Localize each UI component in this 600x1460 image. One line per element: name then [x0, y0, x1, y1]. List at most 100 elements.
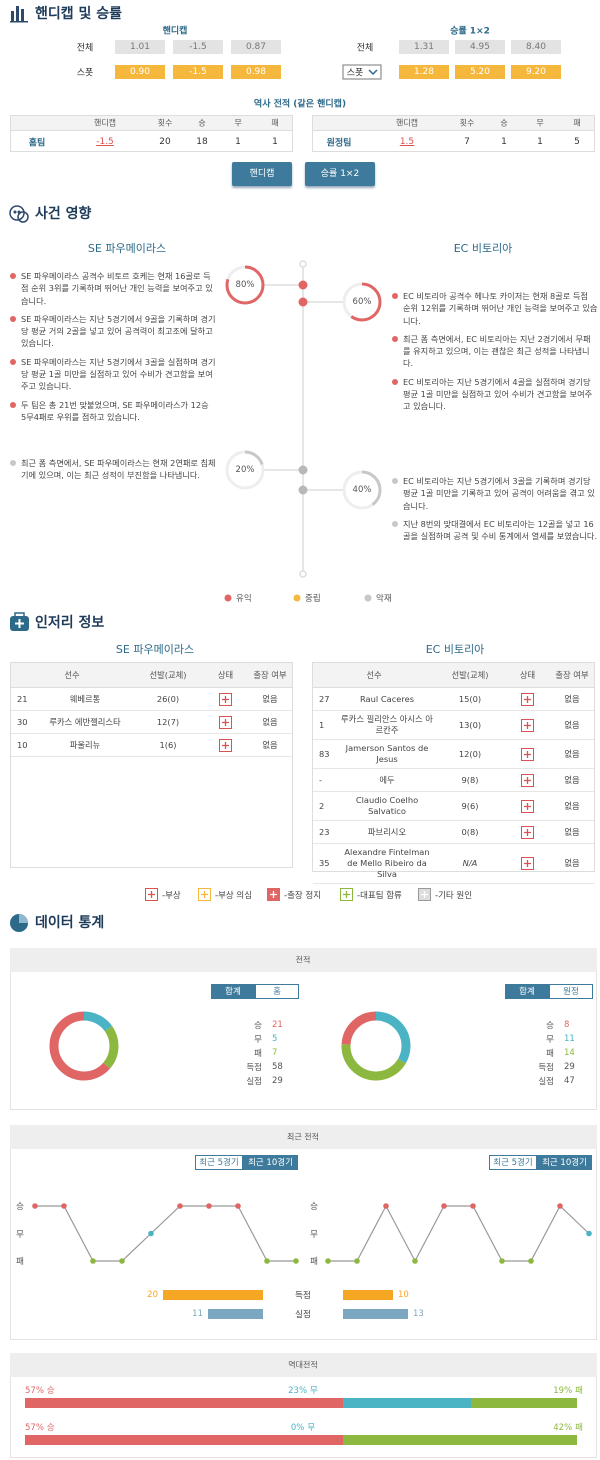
history-title: 역사 전적 (같은 핸디캡): [253, 99, 347, 110]
stat-value: 29: [564, 1062, 575, 1072]
status-icon: [219, 715, 232, 729]
legend-swatch: [364, 594, 372, 602]
stat-label: 득점: [246, 1063, 262, 1073]
form-point: [586, 1230, 592, 1237]
form-point: [470, 1203, 476, 1209]
history-header: 핸디캡: [93, 118, 117, 128]
h2h-label: 23% 무: [288, 1384, 318, 1396]
injury-table: 선수 선발(교체) 상태 출장 여부 27 Raul Caceres 15(0) 없음 1 루카스…: [312, 662, 595, 884]
goals-label: 득점: [295, 1291, 311, 1301]
panel-header: [10, 1125, 597, 1149]
form-point: [441, 1203, 447, 1209]
player-name: 파브리시오: [339, 820, 435, 844]
legend-label: -기타 원인: [435, 891, 473, 901]
tab[interactable]: 최근 5경기: [489, 1155, 537, 1170]
h2h-percent: 57%: [25, 1386, 44, 1396]
history-header: 무: [234, 118, 242, 128]
h2h-segment: [343, 1435, 578, 1445]
stat-label: 무: [546, 1035, 554, 1045]
player-apps: 9(8): [435, 768, 505, 792]
stat-label: 득점: [538, 1063, 554, 1073]
stat-label: 실점: [538, 1077, 554, 1087]
goals-value: 11: [192, 1309, 203, 1319]
gauge-arc: [342, 282, 382, 322]
panel: [10, 948, 597, 1110]
timeline-dots: [298, 280, 308, 495]
tab[interactable]: 최근 10경기: [243, 1155, 298, 1170]
h2h-name: 패: [575, 1423, 583, 1433]
status-icon: [521, 747, 534, 761]
legend-icon: [198, 888, 211, 901]
odds-box: 1.28: [399, 65, 449, 79]
player-available: 없음: [550, 768, 594, 792]
history-cell: 5: [574, 137, 580, 147]
goals-bar: [343, 1309, 408, 1319]
donut-segment: [341, 1011, 411, 1081]
tab[interactable]: 원정: [549, 984, 593, 999]
icon-plus: [421, 891, 428, 898]
odds-box: 0.87: [231, 40, 281, 54]
stat-value: 5: [272, 1034, 278, 1044]
form-point: [325, 1258, 331, 1264]
impact-item: EC 비토리아 공격수 헤나토 카이저는 현재 8골로 득점 순위 12위를 기…: [392, 290, 598, 327]
history-header: 승: [500, 118, 508, 128]
stat-value: 47: [564, 1076, 575, 1086]
h2h-segment: [343, 1398, 472, 1408]
legend-swatch: [224, 594, 232, 602]
tab[interactable]: 최근 5경기: [195, 1155, 243, 1170]
tab[interactable]: 홈: [255, 984, 299, 999]
legend-label: -대표팀 합류: [357, 891, 402, 901]
section-title: 인저리 정보: [35, 615, 105, 631]
h2h-percent: 42%: [553, 1423, 573, 1433]
team-name: SE 파우메이라스: [115, 643, 195, 656]
icon-plus: [270, 891, 277, 898]
tab-button[interactable]: 승률 1×2: [305, 162, 375, 186]
legend-icon: [267, 888, 280, 901]
history-cell: 7: [464, 137, 470, 147]
form-point: [293, 1258, 299, 1264]
icon-pie: [10, 914, 28, 932]
history-cell: 18: [196, 137, 208, 147]
odds-box: 0.98: [231, 65, 281, 79]
tab[interactable]: 합계: [211, 984, 255, 999]
spot-select: [342, 64, 382, 80]
odds-box: 5.20: [455, 65, 505, 79]
player-apps: 15(0): [435, 687, 505, 711]
gauge-arc: [342, 470, 382, 510]
bullet: [392, 335, 398, 342]
player-row: 2 Claudio Coelho Salvatico 9(6) 없음: [313, 791, 594, 821]
player-available: 없음: [248, 687, 292, 711]
player-name: Alexandre Fintelman de Mello Ribeiro da …: [339, 843, 435, 884]
icon-chart: [10, 6, 28, 23]
goals-bar: [163, 1290, 263, 1300]
icon-plus: [524, 828, 531, 836]
player-no: 35: [313, 843, 339, 884]
stat-label: 패: [254, 1049, 262, 1059]
gauge-label: 40%: [352, 485, 372, 495]
odds-box: -1.5: [173, 40, 223, 54]
stat-value: 21: [272, 1020, 283, 1030]
player-no: 2: [313, 791, 339, 821]
impact-item: 최근 폼 측면에서, SE 파우메이라스는 현재 2연패로 침체기에 있으며, …: [10, 457, 216, 482]
tab[interactable]: 합계: [505, 984, 549, 999]
form-point: [177, 1203, 183, 1209]
form-point: [235, 1203, 241, 1209]
icon-plus: [222, 741, 229, 749]
player-apps: 0(8): [435, 820, 505, 844]
h2h-segment: [25, 1435, 344, 1445]
status-icon: [521, 718, 534, 732]
history-cell: 1.5: [399, 137, 415, 147]
impact-list: 최근 폼 측면에서, SE 파우메이라스는 현재 2연패로 침체기에 있으며, …: [10, 457, 216, 488]
history-cell: 홈팀: [28, 138, 46, 149]
stat-label: 패: [546, 1049, 554, 1059]
row-label: 스폿: [76, 68, 94, 79]
tab-button[interactable]: 핸디캡: [232, 162, 292, 186]
player-row: 35 Alexandre Fintelman de Mello Ribeiro d…: [313, 843, 594, 884]
player-row: 30 루카스 에반젤리스타 12(7) 없음: [11, 710, 292, 734]
goals-bar: [208, 1309, 263, 1319]
player-name: 에두: [339, 768, 435, 792]
history-cell: 원정팀: [326, 138, 352, 149]
player-apps: 26(0): [133, 687, 203, 711]
tab[interactable]: 최근 10경기: [537, 1155, 592, 1170]
h2h-percent: 57%: [25, 1423, 44, 1433]
